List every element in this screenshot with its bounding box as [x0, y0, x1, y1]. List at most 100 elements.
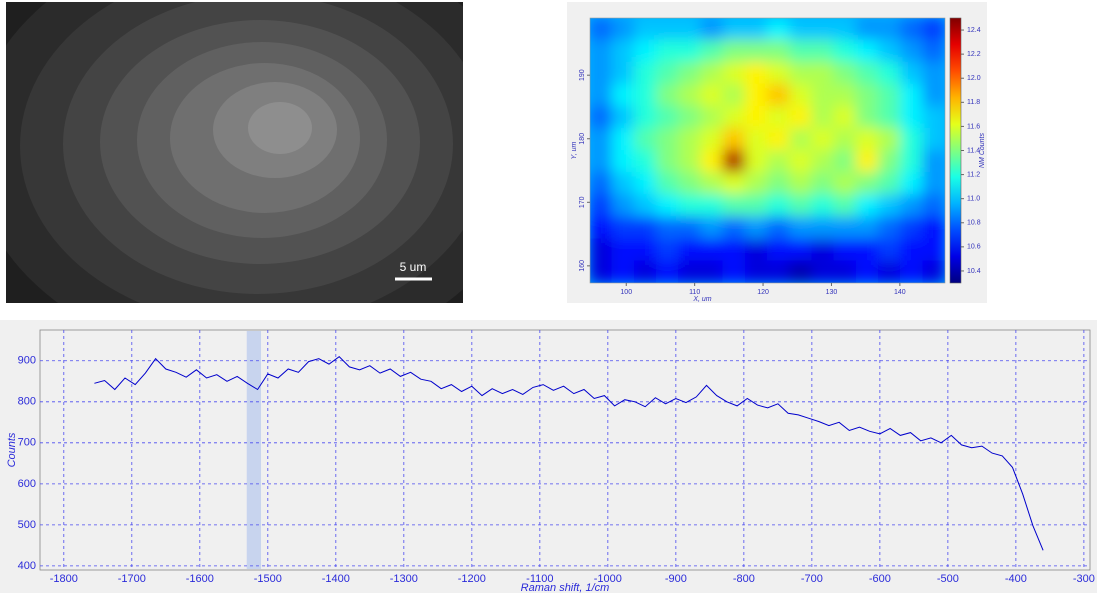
heatmap-cell	[767, 216, 791, 240]
heatmap-cell	[855, 61, 879, 85]
heatmap-cell	[811, 260, 835, 283]
heatmap-cell	[656, 216, 680, 240]
heatmap-cell	[811, 194, 835, 218]
heatmap-cell	[590, 216, 613, 240]
heatmap-cell	[767, 150, 791, 174]
heatmap-cell	[900, 39, 924, 63]
heatmap-cell	[833, 127, 857, 151]
heatmap-cell	[700, 150, 724, 174]
x-tick-label: -1100	[526, 573, 553, 585]
heatmap-cell	[678, 127, 702, 151]
heatmap-cell	[900, 18, 924, 41]
heatmap-cell	[678, 260, 702, 283]
heatmap-cell	[700, 105, 724, 129]
y-tick-label: 180	[579, 133, 586, 145]
heatmap-cell	[922, 150, 945, 174]
colorbar-tick-label: 11.8	[967, 99, 980, 106]
x-tick-label: -1400	[322, 573, 350, 585]
heatmap-cell	[833, 61, 857, 85]
heatmap-cell	[811, 83, 835, 107]
y-axis-label: Counts	[6, 432, 18, 467]
heatmap-cell	[744, 18, 768, 41]
heatmap-cell	[855, 260, 879, 283]
heatmap-cell	[877, 216, 902, 240]
heatmap-cell	[722, 216, 746, 240]
heatmap-cell	[900, 260, 924, 283]
heatmap-cell	[744, 172, 768, 196]
heatmap-cell	[877, 172, 902, 196]
heatmap-cell	[767, 127, 791, 151]
heatmap-cell	[833, 172, 857, 196]
heatmap-cell	[922, 260, 945, 283]
colorbar-tick-label: 12.2	[967, 51, 981, 58]
heatmap-cell	[633, 18, 658, 41]
heatmap-cell	[656, 150, 680, 174]
heatmap-cell	[833, 18, 857, 41]
x-tick-label: 140	[894, 289, 906, 296]
heatmap-cell	[633, 39, 658, 63]
heatmap-cell	[722, 105, 746, 129]
y-axis-label: Y, um	[571, 142, 578, 160]
heatmap-cell	[811, 105, 835, 129]
heatmap-cell	[744, 127, 768, 151]
heatmap-cell	[611, 61, 635, 85]
x-tick-label: -1200	[458, 573, 486, 585]
heatmap-cell	[656, 172, 680, 196]
y-tick-label: 170	[579, 196, 586, 208]
heatmap-cell	[922, 39, 945, 63]
heatmap-cell	[877, 61, 902, 85]
heatmap-cell	[811, 18, 835, 41]
y-tick-label: 900	[18, 355, 36, 367]
heatmap-cell	[900, 127, 924, 151]
heatmap-cell	[722, 39, 746, 63]
heatmap-cell	[811, 150, 835, 174]
heatmap-cell	[767, 238, 791, 262]
heatmap-cell	[590, 260, 613, 283]
heatmap-cell	[611, 194, 635, 218]
heatmap-cell	[789, 150, 813, 174]
heatmap-cell	[767, 194, 791, 218]
heatmap-cell	[590, 238, 613, 262]
heatmap-cell	[767, 260, 791, 283]
heatmap-cell	[900, 150, 924, 174]
heatmap-cell	[877, 260, 902, 283]
y-tick-label: 600	[18, 478, 36, 490]
heatmap-cell	[678, 216, 702, 240]
heatmap-cell	[590, 105, 613, 129]
y-tick-label: 190	[579, 69, 586, 81]
heatmap-cell	[656, 127, 680, 151]
heatmap-cell	[811, 61, 835, 85]
x-tick-label: 100	[620, 289, 632, 296]
heatmap-cell	[833, 83, 857, 107]
heatmap-cell	[722, 238, 746, 262]
colorbar-tick-label: 10.6	[967, 244, 981, 251]
heatmap-cell	[922, 83, 945, 107]
colorbar-tick-label: 10.4	[967, 268, 981, 275]
heatmap-cell	[855, 194, 879, 218]
heatmap-cell	[611, 150, 635, 174]
heatmap-cell	[833, 238, 857, 262]
heatmap-cell	[678, 172, 702, 196]
x-tick-label: 110	[689, 289, 700, 296]
heatmap-cell	[590, 127, 613, 151]
y-tick-label: 500	[18, 519, 36, 531]
x-tick-label: 120	[757, 289, 769, 296]
heatmap-cell	[633, 127, 658, 151]
y-tick-label: 160	[579, 260, 586, 272]
heatmap-cell	[833, 39, 857, 63]
x-tick-label: -700	[801, 573, 823, 585]
heatmap-cell	[611, 172, 635, 196]
heatmap-cell	[811, 127, 835, 151]
heatmap-cell	[722, 127, 746, 151]
heatmap-cell	[722, 194, 746, 218]
x-axis-label: Raman shift, 1/cm	[521, 582, 610, 593]
heatmap-cell	[700, 127, 724, 151]
heatmap-cell	[678, 39, 702, 63]
heatmap-cell	[722, 61, 746, 85]
heatmap-cell	[700, 61, 724, 85]
heatmap-cell	[789, 260, 813, 283]
heatmap-cell	[656, 83, 680, 107]
heatmap-cell	[855, 150, 879, 174]
plot-area	[39, 329, 1091, 571]
heatmap-cell	[744, 194, 768, 218]
